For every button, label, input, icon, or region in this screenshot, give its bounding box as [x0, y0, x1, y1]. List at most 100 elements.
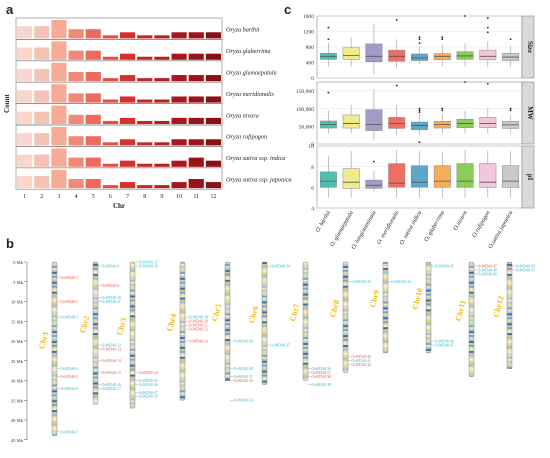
bar [154, 142, 170, 146]
outlier-point [418, 36, 421, 39]
chromosome-band [130, 404, 135, 407]
bar [154, 120, 170, 124]
chromosome-band [52, 348, 57, 352]
bar [137, 35, 153, 39]
chromosome-band [52, 368, 57, 371]
gene-label: OsWD40-41 [352, 359, 372, 363]
facet-strip [521, 81, 535, 145]
chromosome-band [52, 402, 57, 405]
chromosome-band [262, 346, 267, 350]
chromosome-band [383, 317, 388, 320]
gene-label: OsWD40-40 [352, 355, 372, 359]
chromosome-band [93, 376, 98, 379]
chromosome-label: Chr9 [368, 289, 381, 309]
gene-label: OsWD40-21 [189, 324, 209, 328]
box [479, 49, 497, 61]
chromosome-band [52, 356, 57, 360]
chromosome-band [262, 344, 267, 348]
panel-c-label: c [284, 2, 292, 17]
chromosome-band [303, 303, 308, 306]
chromosome-band [52, 427, 57, 431]
chromosome-band [507, 323, 512, 326]
chromosome-band [262, 303, 267, 306]
chromosome-band [180, 376, 185, 379]
bar [85, 93, 101, 103]
chromosome-band [303, 370, 308, 373]
box [388, 117, 406, 129]
series-label: Oryza rufipogon [226, 134, 267, 141]
chromosome-band [130, 366, 135, 369]
chromosome-band [52, 331, 57, 334]
chromosome-band [52, 370, 57, 373]
chromosome-band [180, 362, 185, 365]
chromosome-band [262, 262, 267, 265]
chromosome-band [383, 313, 388, 316]
chromosome-band [93, 325, 98, 328]
chromosome-band [93, 374, 98, 377]
chromosome-band [93, 281, 98, 285]
chromosome-band [225, 337, 230, 340]
chromosome-band [383, 319, 388, 322]
chromosome-band [93, 354, 98, 358]
chromosome-band [180, 281, 185, 285]
scale-tick-label: 10 Mb [11, 300, 24, 305]
chromosome-band [343, 275, 348, 279]
chromosome-band [303, 311, 308, 314]
bar [102, 185, 118, 189]
chromosome-band [93, 285, 98, 288]
box [479, 163, 497, 188]
bar [68, 93, 84, 103]
chromosome-band [426, 279, 431, 283]
outlier-point [418, 107, 421, 110]
chromosome-band [93, 368, 98, 371]
chromosome-band [130, 291, 135, 294]
chromosome-band [343, 366, 348, 369]
chromosome-band [383, 329, 388, 332]
bar [120, 53, 136, 60]
chromosome-band [130, 321, 135, 324]
chromosome-band [507, 311, 512, 314]
gene-label: OsWD40-33 [234, 399, 254, 403]
chromosome-band [225, 321, 230, 324]
chromosome-band [303, 339, 308, 342]
bar [205, 53, 221, 60]
chromosome-band [52, 354, 57, 358]
chromosome-band [262, 339, 267, 342]
chromosome-band [52, 388, 57, 391]
chromosome-band [180, 388, 185, 391]
chromosome-band [262, 301, 267, 304]
chromosome-band [93, 390, 98, 393]
chromosome-band [93, 356, 98, 360]
chromosome-band [93, 362, 98, 365]
chromosome-band [180, 346, 185, 350]
chromosome-band [343, 319, 348, 322]
chromosome-band [225, 335, 230, 338]
chromosome-band [52, 414, 57, 417]
chromosome-band [180, 358, 185, 362]
chromosome-band [507, 287, 512, 290]
facet-strip [521, 145, 535, 209]
bar [102, 142, 118, 146]
chromosome-band [262, 348, 267, 352]
chromosome-band [130, 267, 135, 271]
chromosome-band [262, 362, 267, 365]
chromosome-band [383, 327, 388, 330]
chromosome-band [262, 335, 267, 338]
chromosome-band [180, 352, 185, 356]
chromosome-band [180, 305, 185, 308]
chromosome-band [52, 271, 57, 275]
chromosome-band [469, 344, 474, 348]
chromosome-band [130, 364, 135, 367]
chromosome-band [130, 396, 135, 399]
chromosome-band [303, 267, 308, 271]
chromosome-outline [179, 261, 186, 401]
chromosome-band [225, 273, 230, 277]
chromosome-band [343, 337, 348, 340]
chromosome-band [180, 279, 185, 283]
outlier-point [441, 38, 444, 41]
chromosome-band [426, 350, 431, 354]
chromosome-band [343, 291, 348, 294]
chromosome-band [225, 319, 230, 322]
chromosome-band [262, 321, 267, 324]
chromosome-band [343, 295, 348, 298]
